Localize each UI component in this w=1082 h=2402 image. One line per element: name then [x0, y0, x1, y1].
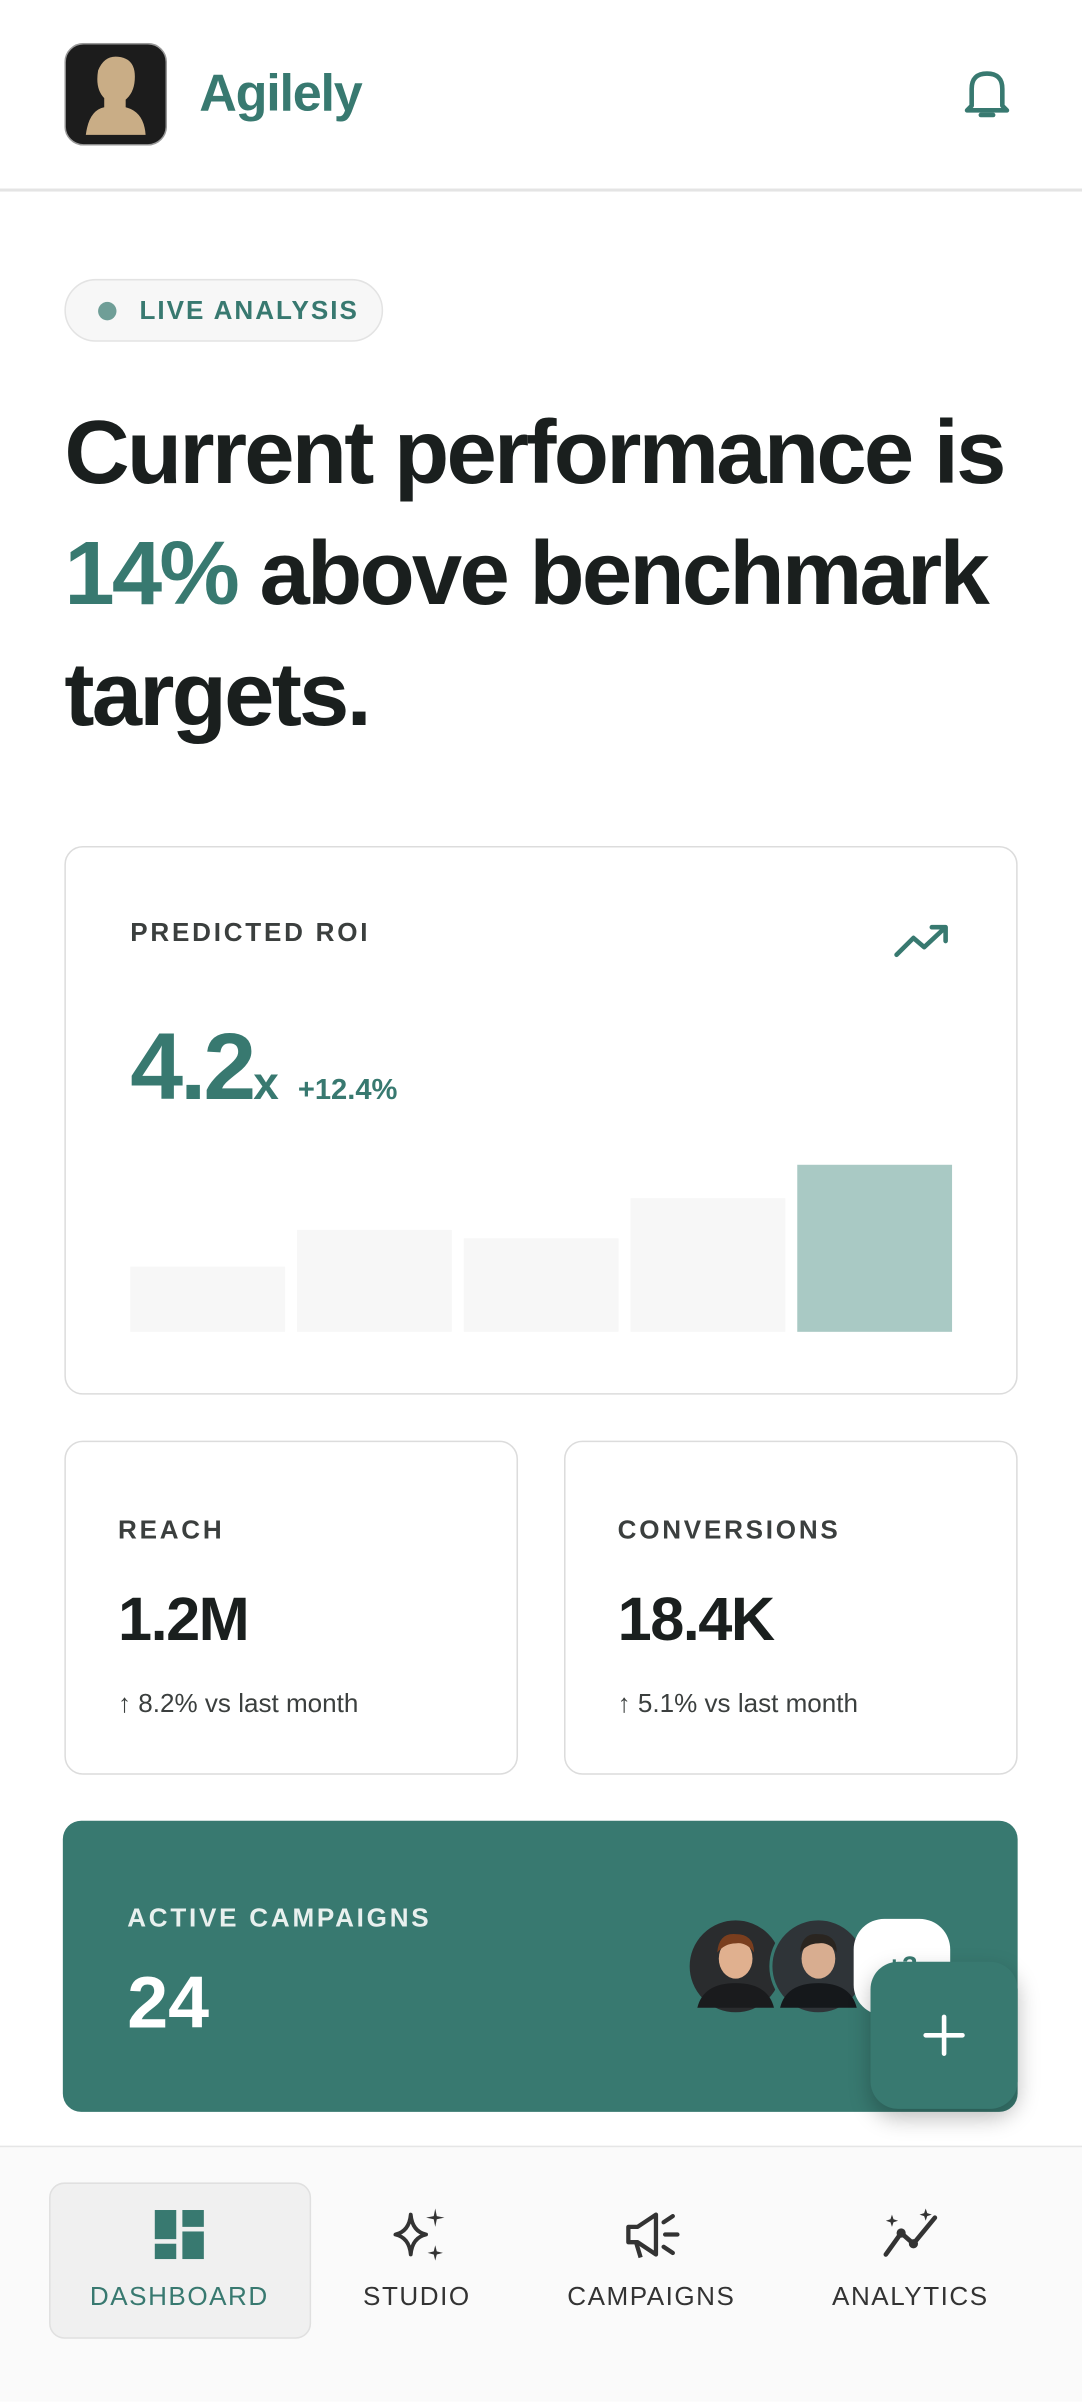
analytics-icon[interactable] — [880, 2205, 944, 2266]
metric-value: 1.2M — [118, 1586, 250, 1654]
add-button[interactable] — [870, 1961, 1018, 2109]
status-pill: LIVE ANALYSIS — [64, 278, 384, 342]
campaigns-icon[interactable] — [622, 2208, 683, 2263]
nav-label[interactable]: STUDIO — [363, 2282, 471, 2312]
roi-value-row: 4.2x +12.4% — [130, 1013, 397, 1122]
roi-bar — [130, 1266, 286, 1332]
status-dot — [98, 301, 117, 321]
headline-text: Current performance is — [64, 401, 1006, 503]
avatar — [769, 1917, 868, 2016]
metric-change: ↑ 5.1% vs last month — [617, 1688, 859, 1719]
roi-bar — [630, 1198, 786, 1332]
trend-icon — [894, 924, 948, 958]
metric-card: CONVERSIONS 18.4K ↑ 5.1% vs last month — [563, 1440, 1018, 1775]
campaigns-value: 24 — [127, 1963, 210, 2045]
metric-label: CONVERSIONS — [617, 1515, 841, 1545]
nav-label[interactable]: CAMPAIGNS — [567, 2282, 736, 2312]
roi-bar — [297, 1229, 452, 1332]
studio-icon[interactable] — [389, 2205, 450, 2266]
roi-bar — [797, 1164, 953, 1332]
status-text: LIVE ANALYSIS — [139, 295, 359, 325]
roi-unit: x — [253, 1059, 279, 1110]
metric-value: 18.4K — [617, 1586, 775, 1654]
headline-text: above benchmark targets. — [64, 522, 989, 745]
campaigns-label: ACTIVE CAMPAIGNS — [127, 1903, 432, 1933]
roi-card: PREDICTED ROI 4.2x +12.4% — [64, 845, 1018, 1395]
nav-active-bg — [49, 2182, 312, 2339]
roi-value: 4.2 — [130, 1014, 256, 1121]
roi-label: PREDICTED ROI — [130, 918, 371, 948]
roi-bars — [130, 1164, 953, 1332]
dashboard-icon[interactable] — [153, 2208, 205, 2260]
logo[interactable] — [64, 42, 168, 146]
divider — [0, 188, 1082, 191]
plus-icon — [923, 2014, 965, 2056]
nav-label[interactable]: ANALYTICS — [832, 2282, 989, 2312]
brand: Agilely — [199, 64, 363, 123]
headline: Current performance is 14% above benchma… — [64, 392, 1045, 755]
bottom-nav: DASHBOARD STUDIO CAMPAIGNS ANALYTICS — [0, 2145, 1082, 2402]
headline-highlight: 14% — [64, 522, 239, 624]
metric-change: ↑ 8.2% vs last month — [118, 1688, 359, 1719]
roi-bar — [463, 1238, 619, 1332]
avatar — [686, 1917, 785, 2016]
nav-label[interactable]: DASHBOARD — [89, 2282, 269, 2312]
metric-label: REACH — [118, 1515, 225, 1545]
notifications-bell[interactable] — [962, 64, 1011, 119]
roi-change: +12.4% — [297, 1074, 398, 1107]
metric-card: REACH 1.2M ↑ 8.2% vs last month — [64, 1440, 519, 1775]
campaigns-card[interactable]: ACTIVE CAMPAIGNS 24 +3 — [62, 1820, 1018, 2112]
